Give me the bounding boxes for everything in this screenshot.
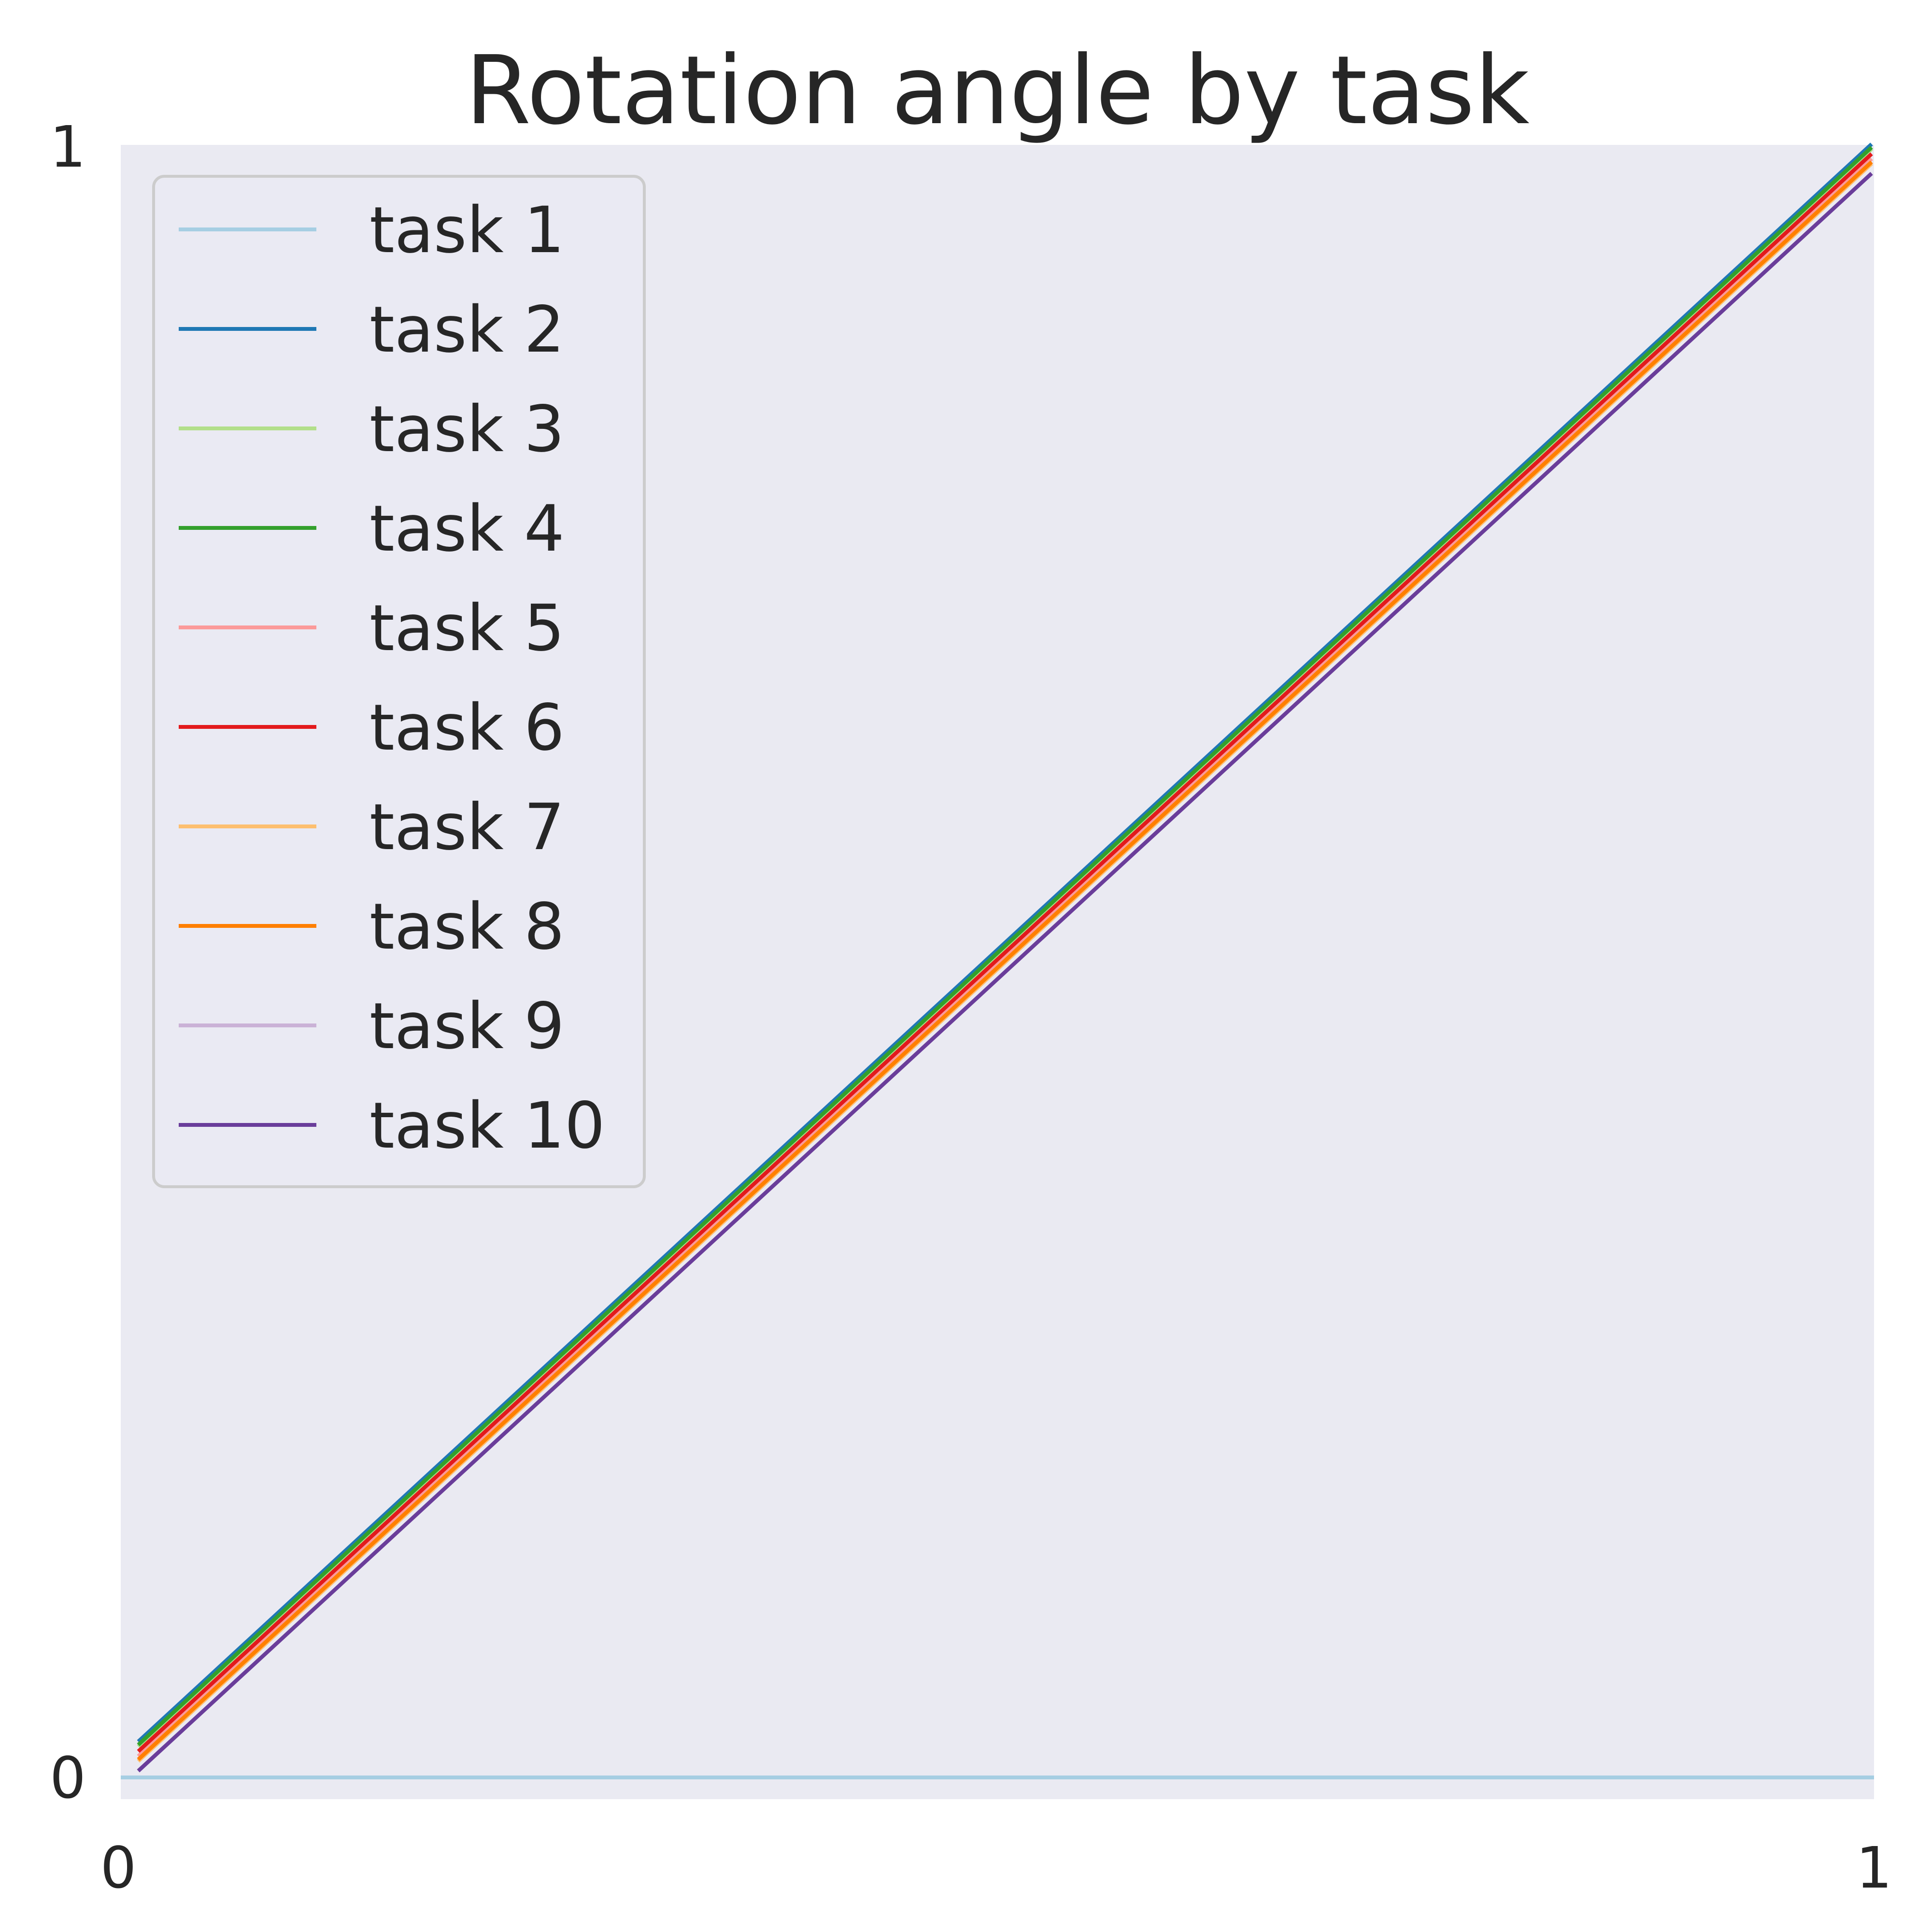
y-tick-label-0: 0	[50, 1745, 86, 1811]
legend-label-1: task 1	[369, 193, 565, 268]
legend-label-3: task 3	[369, 392, 565, 467]
legend-items: task 1 task 2 task 3 task 4 task 5 task 6 task…	[179, 193, 605, 1163]
legend-label-7: task 7	[369, 790, 565, 865]
series-line-5	[137, 157, 1873, 1758]
series-layer	[121, 142, 1874, 1779]
legend-label-2: task 2	[369, 293, 565, 367]
chart-title: Rotation angle by task	[465, 36, 1529, 146]
series-line-8	[137, 160, 1873, 1761]
y-tick-label-1: 1	[50, 114, 86, 180]
legend-label-4: task 4	[369, 492, 565, 566]
x-tick-label-1: 1	[1856, 1834, 1892, 1901]
series-line-4	[137, 146, 1873, 1747]
legend: task 1 task 2 task 3 task 4 task 5 task 6 task…	[152, 175, 646, 1188]
legend-label-9: task 9	[369, 989, 565, 1064]
legend-label-5: task 5	[369, 591, 565, 666]
x-tick-label-0: 0	[100, 1834, 136, 1901]
legend-label-8: task 8	[369, 890, 565, 964]
series-line-10	[137, 172, 1873, 1773]
series-line-6	[137, 152, 1873, 1753]
series-line-2	[137, 142, 1873, 1743]
legend-label-6: task 6	[369, 691, 565, 765]
axis-ticks: 0 1 0 1	[50, 114, 1892, 1901]
legend-label-10: task 10	[369, 1089, 605, 1163]
